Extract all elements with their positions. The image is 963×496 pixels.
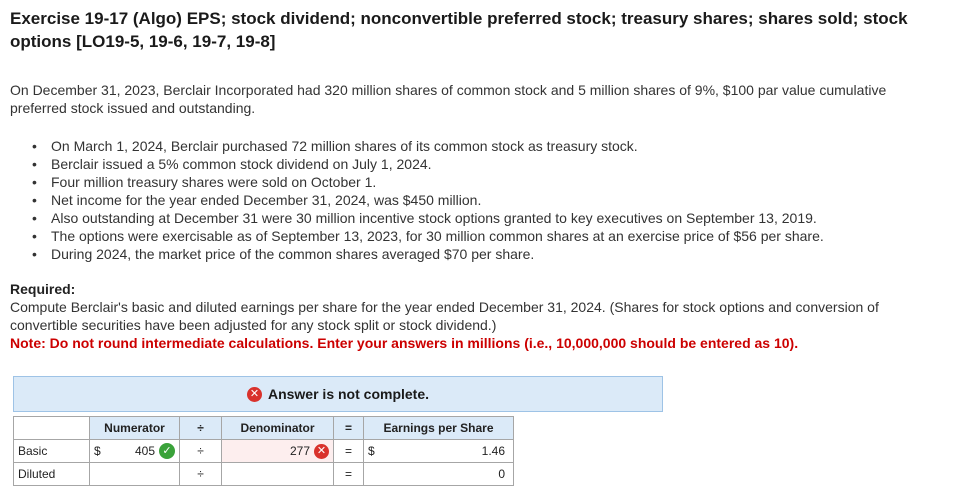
basic-denominator-input[interactable]: 277 ✕ — [221, 439, 334, 463]
header-numerator: Numerator — [89, 416, 180, 440]
list-item: The options were exercisable as of Septe… — [32, 227, 952, 245]
list-item: Four million treasury shares were sold o… — [32, 173, 952, 191]
table-header-row: Numerator ÷ Denominator = Earnings per S… — [13, 416, 514, 440]
header-equals: = — [333, 416, 364, 440]
header-eps: Earnings per Share — [363, 416, 514, 440]
header-denominator: Denominator — [221, 416, 334, 440]
row-label-diluted: Diluted — [13, 462, 90, 486]
required-text: Compute Berclair's basic and diluted ear… — [10, 299, 879, 333]
table-row: Basic $ 405 ✓ ÷ 277 ✕ = $ 1.46 — [13, 439, 514, 463]
banner-text: Answer is not complete. — [267, 386, 430, 402]
equals-sign: = — [333, 439, 364, 463]
checkmark-circle-icon: ✓ — [159, 443, 175, 459]
list-item: On March 1, 2024, Berclair purchased 72 … — [32, 137, 952, 155]
row-label-basic: Basic — [13, 439, 90, 463]
list-item: During 2024, the market price of the com… — [32, 245, 952, 263]
basic-denominator-value: 277 — [289, 444, 310, 458]
diluted-eps-value: 0 — [498, 467, 505, 481]
basic-eps-input[interactable]: $ 1.46 — [363, 439, 514, 463]
exercise-title: Exercise 19-17 (Algo) EPS; stock dividen… — [10, 9, 908, 51]
basic-eps-value: 1.46 — [481, 444, 505, 458]
header-blank — [13, 416, 90, 440]
diluted-eps-input[interactable]: 0 — [363, 462, 514, 486]
equals-sign: = — [333, 462, 364, 486]
intro-paragraph: On December 31, 2023, Berclair Incorpora… — [10, 82, 887, 116]
divide-sign: ÷ — [179, 462, 222, 486]
list-item: Net income for the year ended December 3… — [32, 191, 952, 209]
diluted-denominator-input[interactable] — [221, 462, 334, 486]
header-divide: ÷ — [179, 416, 222, 440]
x-circle-icon: ✕ — [314, 443, 329, 459]
divide-sign: ÷ — [179, 439, 222, 463]
dollar-sign: $ — [368, 444, 375, 458]
table-row: Diluted ÷ = 0 — [13, 462, 514, 486]
facts-list: On March 1, 2024, Berclair purchased 72 … — [32, 137, 952, 263]
answer-status-banner: ✕ Answer is not complete. — [13, 376, 663, 412]
dollar-sign: $ — [94, 444, 101, 458]
eps-table: Numerator ÷ Denominator = Earnings per S… — [13, 416, 514, 486]
list-item: Berclair issued a 5% common stock divide… — [32, 155, 952, 173]
x-circle-icon: ✕ — [246, 386, 262, 402]
basic-numerator-input[interactable]: $ 405 ✓ — [89, 439, 180, 463]
list-item: Also outstanding at December 31 were 30 … — [32, 209, 952, 227]
basic-numerator-value: 405 — [134, 444, 155, 458]
diluted-numerator-input[interactable] — [89, 462, 180, 486]
rounding-note: Note: Do not round intermediate calculat… — [10, 335, 799, 351]
required-label: Required: — [10, 281, 76, 297]
